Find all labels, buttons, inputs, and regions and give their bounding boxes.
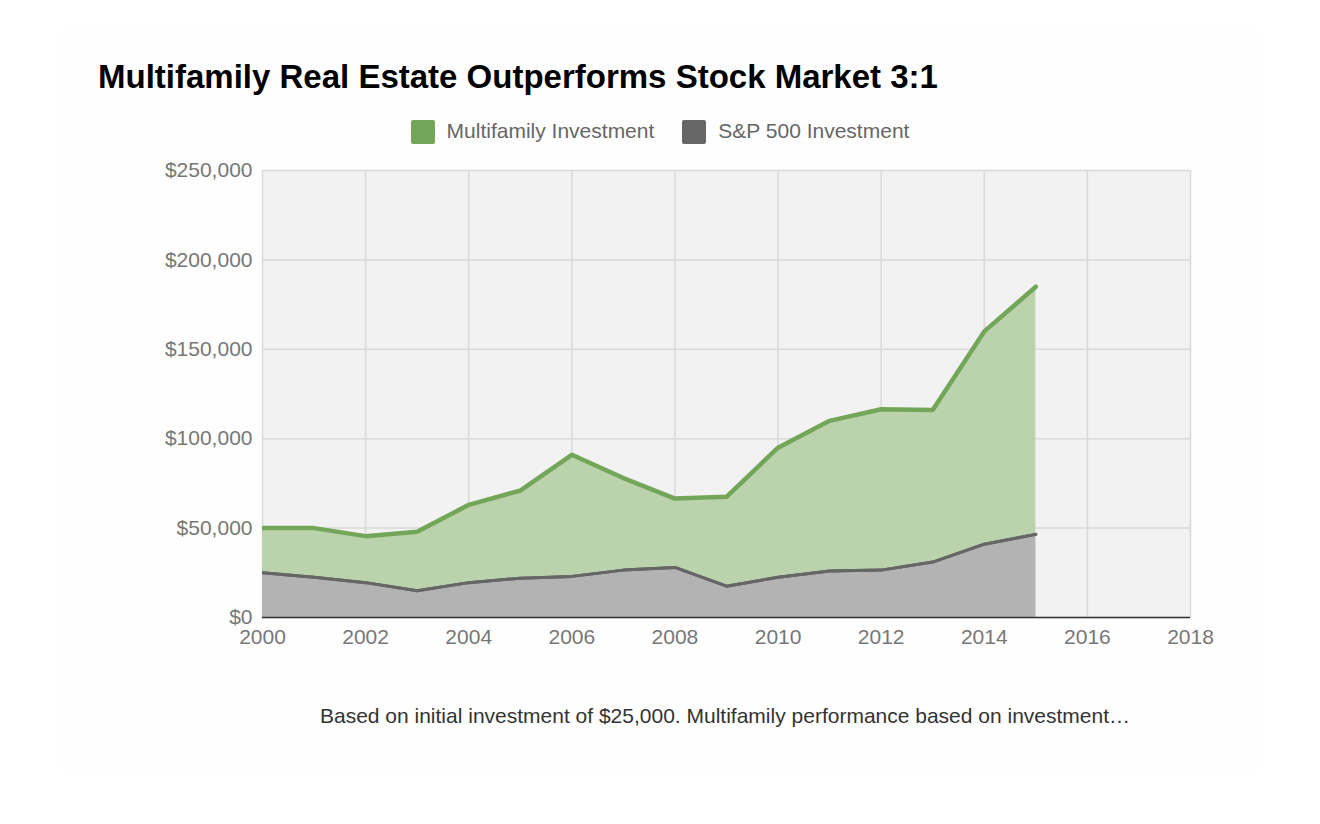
html-text:Based on initial investment of: Based on initial investment of $25,000. …: [320, 704, 1130, 727]
svg-text:$50,000: $50,000: [177, 516, 253, 539]
svg-text:$100,000: $100,000: [165, 426, 253, 449]
svg-text:$0: $0: [229, 605, 253, 629]
svg-text:2008: 2008: [652, 625, 699, 648]
svg-text:$200,000: $200,000: [165, 248, 253, 271]
svg-text:2004: 2004: [445, 625, 492, 648]
svg-text:2006: 2006: [548, 625, 595, 648]
html-text:Multifamily Investment: Multifamily Investment: [446, 118, 655, 142]
svg-text:2010: 2010: [755, 625, 802, 648]
svg-text:2012: 2012: [858, 625, 905, 648]
svg-text:2016: 2016: [1064, 625, 1111, 648]
svg-text:$150,000: $150,000: [165, 337, 253, 360]
svg-text:$250,000: $250,000: [165, 158, 253, 181]
html-text:Multifamily Real Estate Outper: Multifamily Real Estate Outperforms Stoc…: [98, 58, 938, 95]
svg-text:2002: 2002: [342, 625, 389, 648]
svg-text:2018: 2018: [1167, 625, 1214, 648]
svg-text:2014: 2014: [961, 625, 1008, 648]
svg-text:2000: 2000: [239, 625, 286, 648]
html-text:S&P 500 Investment: S&P 500 Investment: [718, 118, 910, 142]
